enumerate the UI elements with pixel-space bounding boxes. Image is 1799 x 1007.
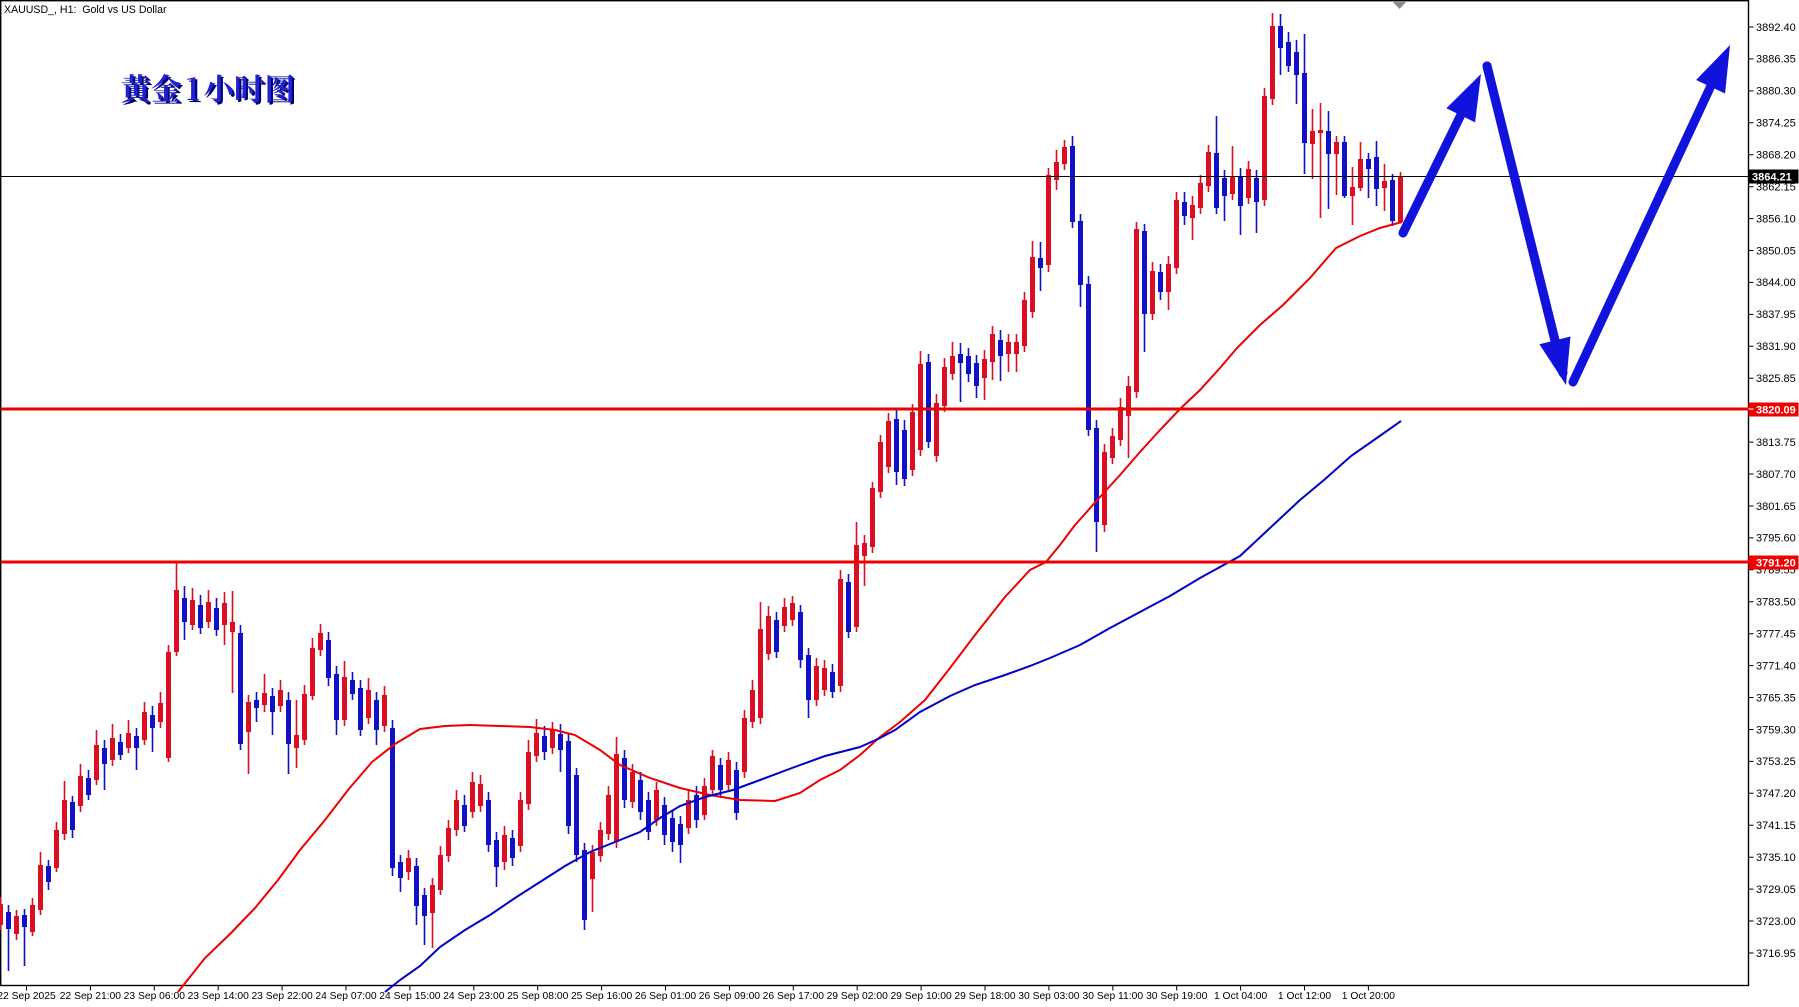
- svg-text:3892.40: 3892.40: [1756, 22, 1796, 34]
- svg-text:25 Sep 16:00: 25 Sep 16:00: [571, 991, 633, 1002]
- svg-text:3820.09: 3820.09: [1756, 405, 1796, 417]
- svg-text:3837.95: 3837.95: [1756, 309, 1796, 321]
- svg-text:29 Sep 02:00: 29 Sep 02:00: [827, 991, 889, 1002]
- svg-text:26 Sep 01:00: 26 Sep 01:00: [635, 991, 697, 1002]
- svg-text:29 Sep 18:00: 29 Sep 18:00: [954, 991, 1016, 1002]
- svg-text:3777.45: 3777.45: [1756, 629, 1796, 641]
- svg-text:3795.60: 3795.60: [1756, 533, 1796, 545]
- svg-text:30 Sep 19:00: 30 Sep 19:00: [1146, 991, 1208, 1002]
- svg-text:23 Sep 14:00: 23 Sep 14:00: [188, 991, 250, 1002]
- svg-text:3791.20: 3791.20: [1756, 558, 1796, 570]
- svg-text:3747.20: 3747.20: [1756, 788, 1796, 800]
- svg-text:3765.35: 3765.35: [1756, 692, 1796, 704]
- svg-text:26 Sep 09:00: 26 Sep 09:00: [699, 991, 761, 1002]
- svg-text:24 Sep 15:00: 24 Sep 15:00: [379, 991, 441, 1002]
- svg-text:26 Sep 17:00: 26 Sep 17:00: [763, 991, 825, 1002]
- svg-text:3801.65: 3801.65: [1756, 501, 1796, 513]
- svg-text:3864.21: 3864.21: [1752, 172, 1792, 184]
- svg-text:3753.25: 3753.25: [1756, 756, 1796, 768]
- svg-text:24 Sep 07:00: 24 Sep 07:00: [315, 991, 377, 1002]
- svg-text:3850.05: 3850.05: [1756, 245, 1796, 257]
- svg-text:29 Sep 10:00: 29 Sep 10:00: [890, 991, 952, 1002]
- svg-text:3844.00: 3844.00: [1756, 277, 1796, 289]
- svg-text:30 Sep 03:00: 30 Sep 03:00: [1018, 991, 1080, 1002]
- svg-text:3783.50: 3783.50: [1756, 597, 1796, 609]
- svg-text:3874.25: 3874.25: [1756, 118, 1796, 130]
- svg-text:24 Sep 23:00: 24 Sep 23:00: [443, 991, 505, 1002]
- svg-text:3807.70: 3807.70: [1756, 469, 1796, 481]
- svg-text:25 Sep 08:00: 25 Sep 08:00: [507, 991, 569, 1002]
- svg-text:XAUUSD_, H1: Gold vs US Dolla: XAUUSD_, H1: Gold vs US Dollar: [4, 4, 167, 16]
- svg-text:3831.90: 3831.90: [1756, 341, 1796, 353]
- svg-text:3716.95: 3716.95: [1756, 948, 1796, 960]
- svg-text:1 Oct 20:00: 1 Oct 20:00: [1342, 991, 1396, 1002]
- svg-text:3868.20: 3868.20: [1756, 150, 1796, 162]
- svg-text:3886.35: 3886.35: [1756, 54, 1796, 66]
- svg-text:3771.40: 3771.40: [1756, 660, 1796, 672]
- svg-text:3759.30: 3759.30: [1756, 724, 1796, 736]
- svg-text:3729.05: 3729.05: [1756, 884, 1796, 896]
- svg-text:1 Oct 04:00: 1 Oct 04:00: [1214, 991, 1268, 1002]
- svg-text:1 Oct 12:00: 1 Oct 12:00: [1278, 991, 1332, 1002]
- svg-text:3825.85: 3825.85: [1756, 373, 1796, 385]
- svg-text:3862.15: 3862.15: [1756, 182, 1796, 194]
- svg-text:3856.10: 3856.10: [1756, 213, 1796, 225]
- svg-text:3723.00: 3723.00: [1756, 916, 1796, 928]
- svg-text:23 Sep 22:00: 23 Sep 22:00: [251, 991, 313, 1002]
- svg-text:23 Sep 06:00: 23 Sep 06:00: [124, 991, 186, 1002]
- svg-text:3741.15: 3741.15: [1756, 820, 1796, 832]
- svg-text:3735.10: 3735.10: [1756, 852, 1796, 864]
- svg-text:22 Sep 2025: 22 Sep 2025: [0, 991, 56, 1002]
- svg-text:30 Sep 11:00: 30 Sep 11:00: [1083, 991, 1144, 1002]
- svg-text:22 Sep 21:00: 22 Sep 21:00: [60, 991, 122, 1002]
- svg-text:3813.75: 3813.75: [1756, 437, 1796, 449]
- svg-text:3880.30: 3880.30: [1756, 86, 1796, 98]
